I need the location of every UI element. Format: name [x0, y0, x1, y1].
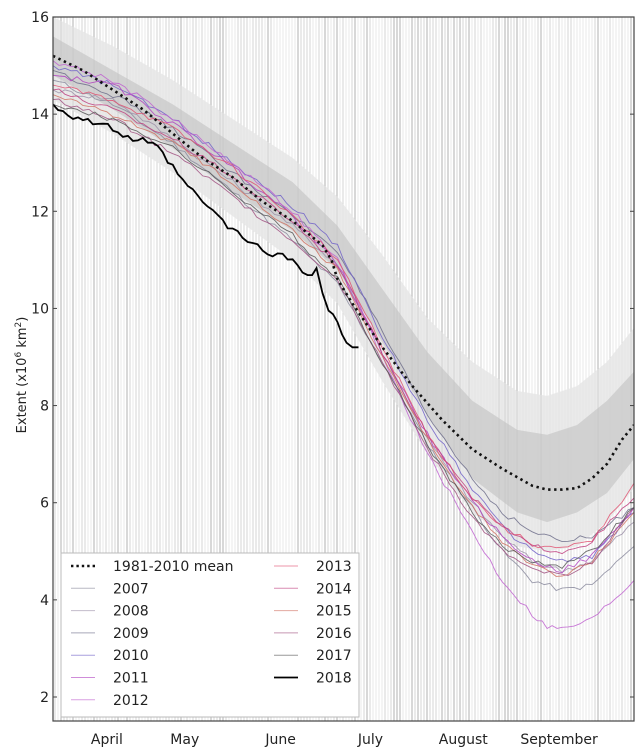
y-tick-label: 4 [40, 593, 49, 609]
legend-label: 2007 [113, 581, 149, 597]
legend-label: 2013 [316, 559, 352, 575]
x-axis: April May June July August September [91, 732, 598, 748]
plot-frame [52, 16, 635, 722]
legend-item-2012: 2012 [71, 693, 149, 709]
legend-label: 2018 [316, 671, 352, 687]
y-tick-label: 10 [31, 301, 49, 317]
series-line-2010 [53, 65, 634, 563]
legend-label: 1981-2010 mean [113, 559, 233, 575]
legend-item-2010: 2010 [71, 648, 149, 664]
legend-label: 2011 [113, 671, 149, 687]
legend-item-2013: 2013 [274, 559, 352, 575]
legend-item-2016: 2016 [274, 626, 352, 642]
legend-item-2011: 2011 [71, 671, 149, 687]
y-tick-label: 6 [40, 496, 49, 512]
legend-item-2015: 2015 [274, 604, 352, 620]
y-tick-label: 8 [40, 399, 49, 415]
legend-item-1981-2010 mean: 1981-2010 mean [71, 559, 233, 575]
month-label-august: August [439, 732, 489, 748]
series-line-2012 [53, 60, 634, 630]
legend-item-2018: 2018 [274, 671, 352, 687]
legend-label: 2016 [316, 626, 352, 642]
legend-item-2009: 2009 [71, 626, 149, 642]
legend-box [60, 552, 360, 718]
series-line-2014 [53, 88, 634, 555]
y-tick-label: 14 [31, 107, 49, 123]
y-tick-label: 2 [40, 690, 49, 706]
month-label-june: June [264, 732, 296, 748]
y-tick-label: 16 [31, 10, 49, 26]
legend-label: 2017 [316, 648, 352, 664]
y-axis-title: Extent (x106 km2) [14, 317, 30, 434]
y-tick-label: 12 [31, 204, 49, 220]
vertical-gridlines-overlay [60, 17, 632, 721]
legend-item-2017: 2017 [274, 648, 352, 664]
month-label-april: April [91, 732, 123, 748]
legend-label: 2015 [316, 604, 352, 620]
legend-label: 2012 [113, 693, 149, 709]
legend-item-2007: 2007 [71, 581, 149, 597]
legend-item-2008: 2008 [71, 604, 149, 620]
series-line-2018 [53, 103, 359, 349]
legend-label: 2008 [113, 604, 149, 620]
legend-label: 2014 [316, 581, 352, 597]
series-lines [53, 54, 634, 630]
legend: 1981-2010 mean 2007 2008 2009 2010 2011 2012 20… [60, 552, 360, 718]
series-line-2013 [53, 84, 634, 549]
month-label-may: May [170, 732, 199, 748]
legend-item-2014: 2014 [274, 581, 352, 597]
month-label-september: September [520, 732, 598, 748]
y-axis: 2 4 6 8 10 12 14 16 [31, 10, 634, 706]
series-line-2015 [53, 94, 634, 577]
legend-label: 2010 [113, 648, 149, 664]
series-line-2017 [53, 103, 634, 569]
legend-label: 2009 [113, 626, 149, 642]
month-label-july: July [357, 732, 383, 748]
